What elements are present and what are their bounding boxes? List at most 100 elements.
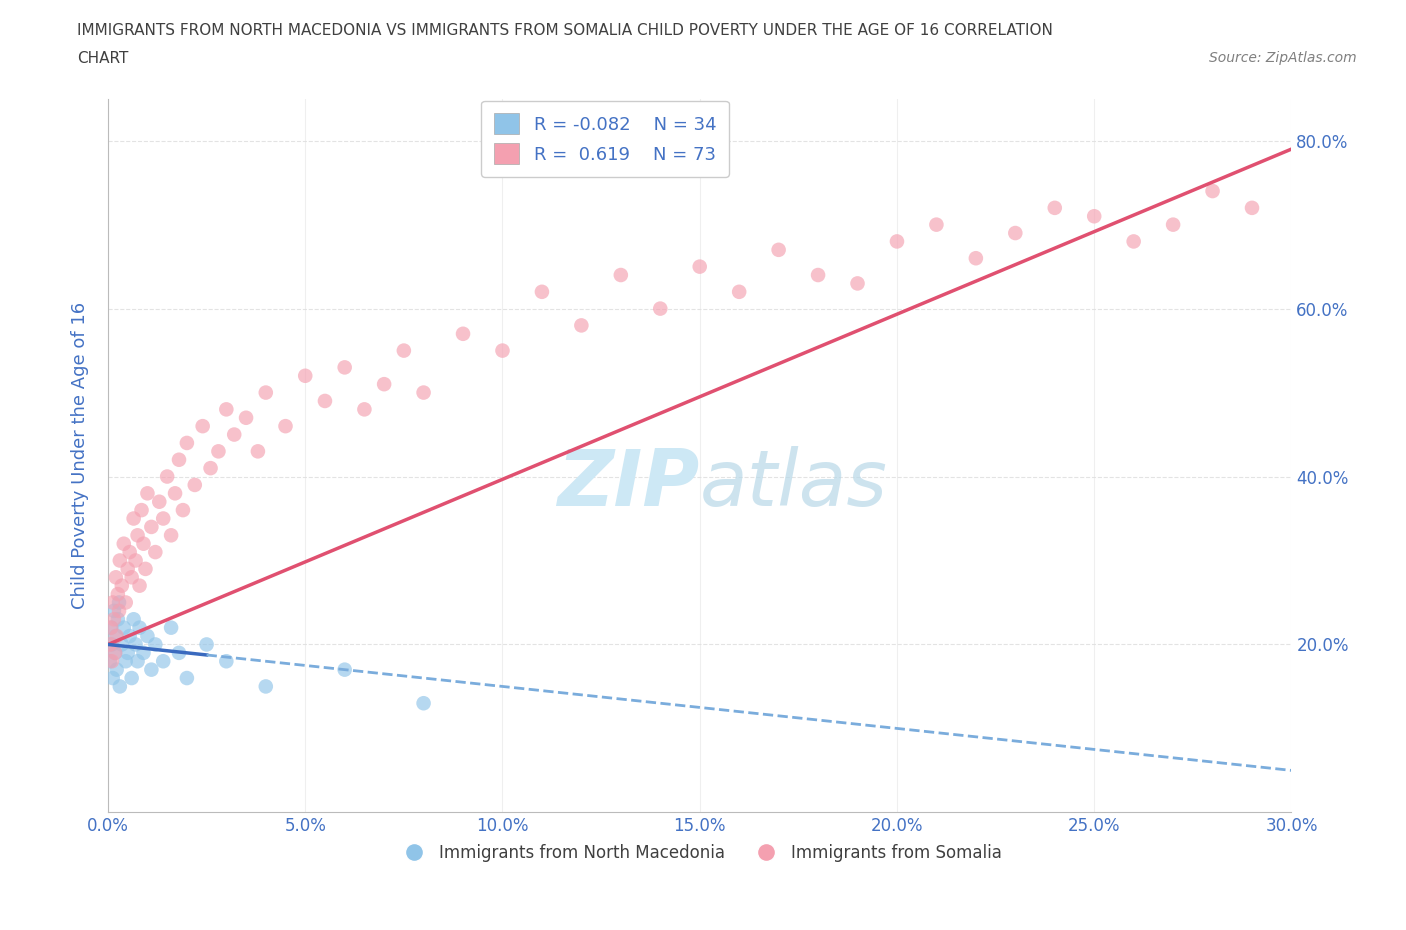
- Point: [128, 620, 150, 635]
- Text: Source: ZipAtlas.com: Source: ZipAtlas.com: [1209, 51, 1357, 65]
- Point: [200, 460, 222, 475]
- Point: [124, 553, 146, 568]
- Point: [314, 393, 336, 408]
- Point: [333, 360, 356, 375]
- Point: [1083, 209, 1105, 224]
- Point: [124, 637, 146, 652]
- Point: [176, 671, 198, 685]
- Point: [165, 485, 187, 500]
- Point: [121, 570, 143, 585]
- Point: [224, 427, 246, 442]
- Point: [117, 562, 139, 577]
- Point: [689, 259, 711, 274]
- Point: [451, 326, 474, 341]
- Point: [141, 662, 163, 677]
- Point: [254, 385, 277, 400]
- Point: [160, 528, 183, 543]
- Point: [491, 343, 513, 358]
- Point: [160, 620, 183, 635]
- Point: [172, 503, 194, 518]
- Point: [103, 604, 125, 618]
- Point: [112, 537, 135, 551]
- Point: [127, 654, 149, 669]
- Point: [108, 679, 131, 694]
- Point: [104, 570, 127, 585]
- Point: [101, 671, 124, 685]
- Point: [886, 234, 908, 249]
- Point: [108, 595, 131, 610]
- Point: [105, 629, 128, 644]
- Point: [107, 587, 129, 602]
- Point: [122, 512, 145, 526]
- Text: atlas: atlas: [700, 446, 887, 522]
- Point: [114, 654, 136, 669]
- Point: [101, 654, 124, 669]
- Point: [650, 301, 672, 316]
- Point: [235, 410, 257, 425]
- Point: [104, 645, 127, 660]
- Point: [353, 402, 375, 417]
- Point: [108, 553, 131, 568]
- Point: [167, 452, 190, 467]
- Point: [98, 654, 121, 669]
- Point: [114, 595, 136, 610]
- Point: [412, 696, 434, 711]
- Point: [136, 485, 159, 500]
- Point: [132, 537, 155, 551]
- Point: [141, 520, 163, 535]
- Text: CHART: CHART: [77, 51, 129, 66]
- Point: [412, 385, 434, 400]
- Point: [195, 637, 218, 652]
- Point: [112, 620, 135, 635]
- Point: [136, 629, 159, 644]
- Point: [184, 477, 207, 492]
- Point: [148, 494, 170, 509]
- Point: [143, 545, 166, 560]
- Text: IMMIGRANTS FROM NORTH MACEDONIA VS IMMIGRANTS FROM SOMALIA CHILD POVERTY UNDER T: IMMIGRANTS FROM NORTH MACEDONIA VS IMMIG…: [77, 23, 1053, 38]
- Point: [127, 528, 149, 543]
- Point: [118, 629, 141, 644]
- Legend: Immigrants from North Macedonia, Immigrants from Somalia: Immigrants from North Macedonia, Immigra…: [391, 837, 1010, 869]
- Point: [152, 654, 174, 669]
- Point: [98, 637, 121, 652]
- Point: [807, 268, 830, 283]
- Point: [167, 645, 190, 660]
- Point: [294, 368, 316, 383]
- Point: [118, 545, 141, 560]
- Text: ZIP: ZIP: [557, 446, 700, 522]
- Point: [254, 679, 277, 694]
- Point: [728, 285, 751, 299]
- Point: [1240, 200, 1263, 215]
- Point: [104, 629, 127, 644]
- Point: [101, 595, 124, 610]
- Point: [152, 512, 174, 526]
- Point: [111, 578, 134, 593]
- Point: [392, 343, 415, 358]
- Point: [215, 654, 238, 669]
- Point: [274, 418, 297, 433]
- Point: [925, 218, 948, 232]
- Point: [610, 268, 633, 283]
- Point: [530, 285, 553, 299]
- Point: [143, 637, 166, 652]
- Point: [1004, 226, 1026, 241]
- Point: [207, 444, 229, 458]
- Point: [100, 620, 122, 635]
- Point: [176, 435, 198, 450]
- Point: [122, 612, 145, 627]
- Y-axis label: Child Poverty Under the Age of 16: Child Poverty Under the Age of 16: [72, 302, 89, 609]
- Point: [101, 637, 124, 652]
- Point: [965, 251, 987, 266]
- Point: [1161, 218, 1184, 232]
- Point: [131, 503, 153, 518]
- Point: [107, 612, 129, 627]
- Point: [117, 645, 139, 660]
- Point: [246, 444, 269, 458]
- Point: [191, 418, 214, 433]
- Point: [132, 645, 155, 660]
- Point: [100, 620, 122, 635]
- Point: [569, 318, 592, 333]
- Point: [333, 662, 356, 677]
- Point: [121, 671, 143, 685]
- Point: [105, 662, 128, 677]
